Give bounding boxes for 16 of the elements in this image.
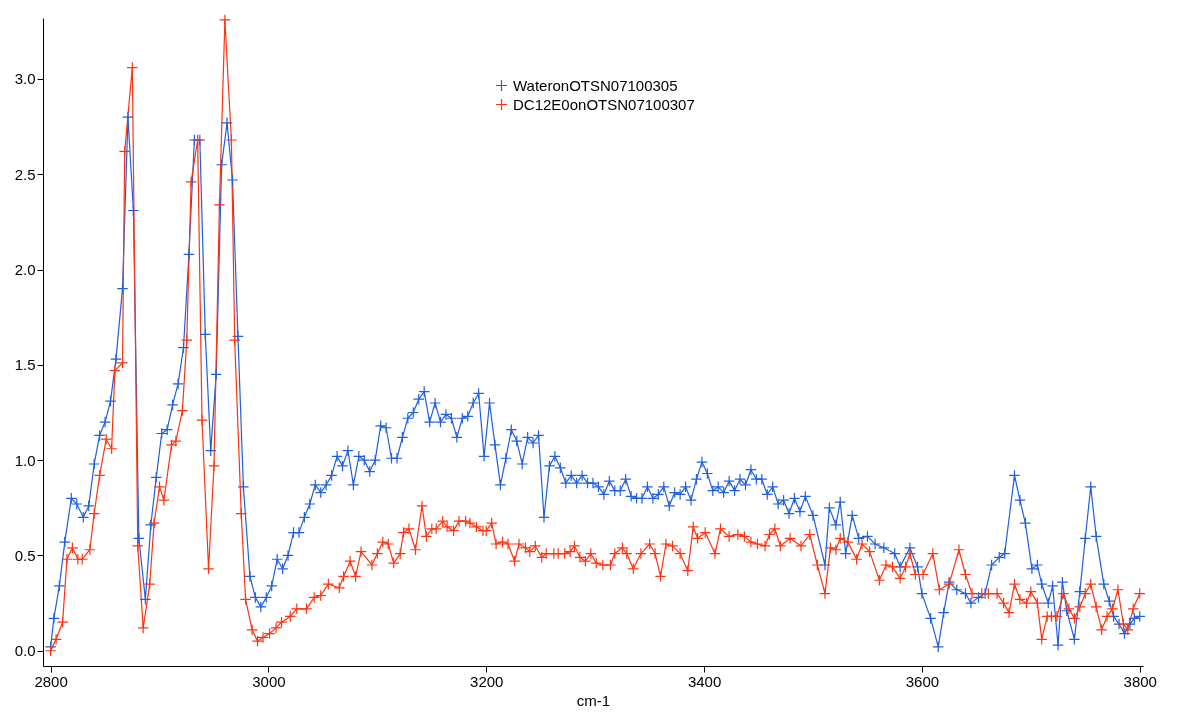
x-tick-label: 3600 <box>905 672 940 690</box>
y-tick-label: 2.0 <box>14 261 36 279</box>
y-tick-label: 0.0 <box>14 642 36 660</box>
x-tick-label: 3400 <box>687 672 722 690</box>
x-tick-label: 2800 <box>34 672 68 690</box>
y-tick-label: 3.0 <box>14 70 36 88</box>
y-tick-label: 1.0 <box>14 451 36 469</box>
x-tick-label: 3200 <box>470 672 504 690</box>
x-axis-title: cm-1 <box>576 691 611 709</box>
y-tick-label: 1.5 <box>14 356 36 374</box>
legend-label: DC12E0onOTSN07100307 <box>513 95 695 113</box>
x-tick-label: 3000 <box>252 672 286 690</box>
x-tick-label: 3800 <box>1123 672 1157 690</box>
y-tick-label: 0.5 <box>14 546 36 564</box>
legend-label: WateronOTSN07100305 <box>513 76 678 94</box>
y-tick-label: 2.5 <box>14 165 36 183</box>
